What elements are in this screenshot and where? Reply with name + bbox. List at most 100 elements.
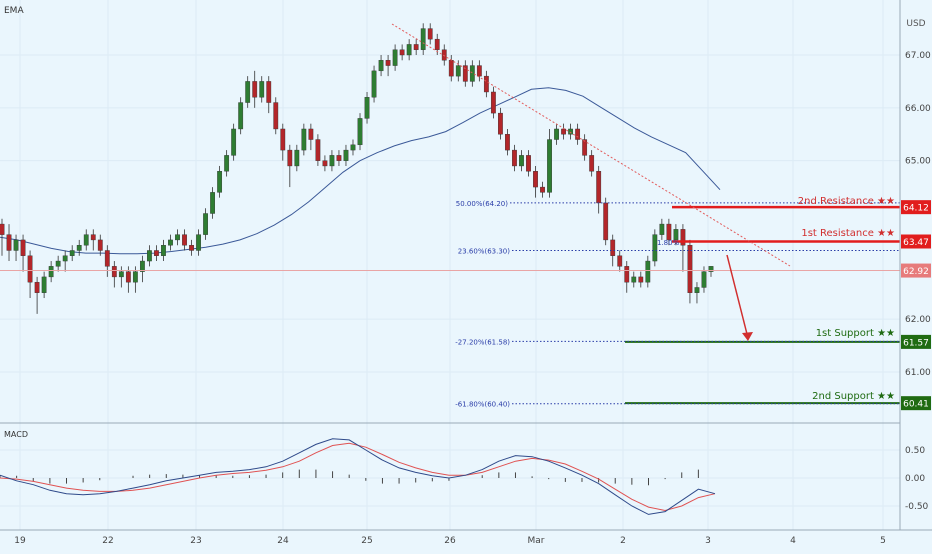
candle-body xyxy=(104,250,110,267)
candle-body xyxy=(483,75,489,93)
candle-body xyxy=(392,49,398,66)
candle-body xyxy=(69,250,75,256)
macd-tick-label: 0.00 xyxy=(905,474,925,484)
candle-body xyxy=(90,234,96,241)
fib-label: -61.80%(60.40) xyxy=(455,401,510,409)
candle-body xyxy=(231,128,237,156)
candle-body xyxy=(385,60,391,66)
candle-body xyxy=(238,102,244,130)
fib-partial-label: 1.80% xyxy=(657,239,680,247)
candle-body xyxy=(687,244,693,293)
time-tick-label: 25 xyxy=(361,536,372,546)
candle-body xyxy=(357,118,363,146)
first-resistance-label: 1st Resistance ★★ xyxy=(801,228,895,239)
candle-body xyxy=(547,139,552,193)
candle-body xyxy=(62,255,68,262)
candles xyxy=(0,23,714,314)
candle-body xyxy=(582,139,588,156)
candle-body xyxy=(512,149,517,167)
candle-body xyxy=(399,49,405,56)
ema-layer xyxy=(0,87,721,255)
candle-body xyxy=(519,155,524,167)
candle-body xyxy=(0,223,5,235)
candle-body xyxy=(568,128,574,135)
ema-indicator-label: EMA xyxy=(4,6,24,16)
first-support-label: 1st Support ★★ xyxy=(816,328,895,339)
candle-body xyxy=(182,234,187,246)
price-tick-label: 67.00 xyxy=(905,51,931,61)
candle-body xyxy=(659,223,665,235)
price-tag-box xyxy=(901,234,931,249)
fib-label: 50.00%(64.20) xyxy=(456,200,508,208)
price-tag-box xyxy=(901,263,931,278)
candle-body xyxy=(20,239,26,256)
candle-body xyxy=(301,128,307,151)
candle-body xyxy=(427,28,433,40)
price-tag-text: 61.57 xyxy=(903,338,929,348)
candle-body xyxy=(203,213,208,235)
candle-body xyxy=(83,234,89,246)
candle-body xyxy=(680,229,686,246)
candle-body xyxy=(55,260,61,267)
candle-body xyxy=(196,234,201,251)
candle-body xyxy=(224,155,230,172)
price-tag-box xyxy=(901,200,931,215)
price-tick-label: 62.00 xyxy=(905,315,931,325)
candle-body xyxy=(48,266,54,278)
candle-body xyxy=(147,250,152,262)
candle-body xyxy=(168,239,173,246)
time-tick-label: Mar xyxy=(528,536,545,546)
candle-body xyxy=(694,287,700,293)
candle-body xyxy=(175,234,180,241)
second-resistance-label: 2nd Resistance ★★ xyxy=(798,196,895,207)
candle-body xyxy=(596,171,602,204)
candle-body xyxy=(434,38,440,50)
time-tick-label: 24 xyxy=(277,536,289,546)
candle-body xyxy=(343,149,349,161)
candle-body xyxy=(631,276,637,283)
time-tick-label: 4 xyxy=(790,536,796,546)
candle-body xyxy=(540,186,545,193)
candle-body xyxy=(448,60,454,77)
candle-body xyxy=(245,81,251,103)
candle-body xyxy=(210,192,215,214)
price-tag-text: 62.92 xyxy=(903,267,929,277)
candle-body xyxy=(476,65,482,77)
candle-body xyxy=(118,271,124,278)
candle-body xyxy=(315,139,321,161)
candle-body xyxy=(111,266,117,278)
candle-body xyxy=(252,81,258,98)
candle-body xyxy=(97,239,103,251)
candle-body xyxy=(294,149,300,167)
candle-body xyxy=(469,65,475,82)
candle-body xyxy=(420,28,426,50)
time-tick-label: 3 xyxy=(705,536,711,546)
candle-body xyxy=(266,81,272,103)
candle-body xyxy=(189,244,194,251)
macd-label: MACD xyxy=(4,430,28,439)
candle-body xyxy=(526,155,531,172)
candle-body xyxy=(645,260,651,283)
price-tick-label: 61.00 xyxy=(905,368,931,378)
time-tick-label: 23 xyxy=(190,536,201,546)
price-tag-box xyxy=(901,334,931,349)
fib-label: -27.20%(61.58) xyxy=(455,338,510,346)
candle-body xyxy=(13,239,19,251)
price-tick-label: 66.00 xyxy=(905,104,931,114)
candle-body xyxy=(701,271,707,288)
candle-body xyxy=(603,202,609,241)
candle-body xyxy=(413,44,419,50)
candle-body xyxy=(638,276,644,283)
candle-body xyxy=(673,229,679,241)
time-tick-label: 22 xyxy=(102,536,113,546)
candle-body xyxy=(652,234,658,262)
candle-body xyxy=(41,276,47,293)
second-support-label: 2nd Support ★★ xyxy=(812,391,895,402)
macd-pane: 0.50 0.00 -0.50 xyxy=(0,438,929,515)
candle-body xyxy=(6,234,12,251)
candle-body xyxy=(287,149,293,167)
time-tick-label: 19 xyxy=(14,536,26,546)
candle-body xyxy=(125,271,131,283)
